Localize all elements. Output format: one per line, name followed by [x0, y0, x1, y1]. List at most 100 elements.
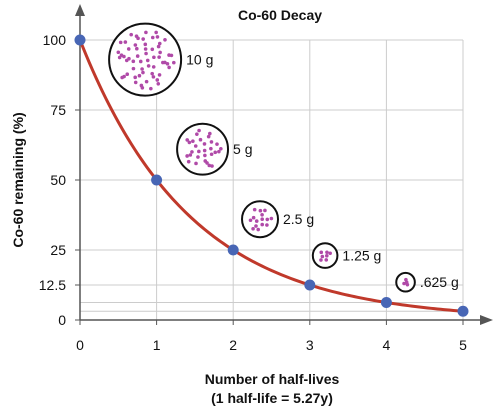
sample-dot — [217, 149, 221, 154]
sample-dot — [209, 146, 213, 151]
sample-dot — [260, 212, 264, 217]
sample-dot — [405, 282, 410, 287]
sample-dot — [263, 208, 267, 213]
sample-dot — [254, 219, 259, 223]
sample-dot — [156, 81, 161, 86]
sample-dot — [116, 50, 121, 55]
y-tick-label: 12.5 — [39, 277, 66, 293]
sample-dot — [125, 72, 130, 76]
sample-amount-label: 1.25 g — [342, 248, 381, 264]
sample-dot — [319, 258, 323, 262]
y-axis-label: Co-60 remaining (%) — [10, 112, 26, 247]
x-tick-label: 1 — [153, 337, 161, 353]
sample-dot — [194, 161, 198, 166]
sample-dot — [213, 150, 218, 155]
sample-dot — [143, 42, 148, 47]
y-tick-label: 100 — [43, 32, 67, 48]
sample-dot — [152, 55, 156, 60]
data-point — [151, 174, 163, 186]
sample-dot — [198, 137, 203, 142]
sample-dot — [210, 164, 214, 168]
sample-dot — [219, 147, 223, 151]
sample-dot — [126, 47, 131, 51]
chart-title: Co-60 Decay — [238, 7, 322, 23]
data-point — [380, 297, 392, 308]
sample-dot — [138, 59, 143, 64]
sample-dot — [202, 142, 207, 146]
sample-dot — [155, 78, 160, 82]
sample-dot — [131, 66, 136, 71]
sample-dot — [190, 150, 194, 154]
sample-dot — [209, 152, 214, 157]
sample-dot — [169, 53, 174, 58]
data-point — [227, 244, 239, 256]
sample-dot — [319, 250, 324, 255]
sample-amount-label: .625 g — [420, 274, 459, 290]
sample-dot — [207, 163, 212, 168]
sample-dot — [133, 80, 138, 85]
sample-dot — [404, 277, 408, 282]
data-point — [457, 305, 469, 317]
sample-dot — [129, 32, 134, 37]
sample-dot — [185, 154, 189, 158]
sample-dot — [258, 208, 263, 213]
sample-dot — [260, 217, 265, 222]
x-tick-label: 3 — [306, 337, 314, 353]
sample-dot — [324, 258, 329, 262]
data-point — [74, 34, 86, 46]
sample-dot — [133, 75, 137, 80]
x-tick-label: 5 — [459, 337, 467, 353]
y-tick-label: 0 — [58, 312, 66, 328]
sample-dot — [165, 61, 170, 66]
sample-dot — [118, 40, 123, 45]
sample-dot — [140, 85, 145, 90]
sample-dot — [269, 216, 274, 221]
sample-dot — [134, 34, 139, 38]
sample-dot — [131, 59, 136, 64]
sample-dot — [320, 254, 325, 259]
sample-dot — [117, 55, 122, 60]
sample-dot — [156, 44, 161, 49]
sample-dot — [328, 251, 332, 256]
sample-dot — [248, 218, 253, 223]
sample-dot — [202, 148, 207, 153]
y-tick-label: 25 — [50, 242, 66, 258]
sample-dot — [120, 75, 124, 80]
sample-amount-label: 2.5 g — [283, 211, 314, 227]
sample-dot — [402, 281, 406, 286]
sample-dot — [150, 47, 155, 52]
sample-dot — [197, 149, 201, 154]
sample-amount-label: 5 g — [233, 141, 252, 157]
y-tick-label: 75 — [50, 102, 66, 118]
sample-dot — [151, 75, 156, 79]
sample-dot — [144, 51, 148, 56]
sample-dot — [260, 222, 265, 227]
x-tick-label: 4 — [383, 337, 391, 353]
sample-dot — [141, 70, 145, 75]
x-axis-arrow — [480, 315, 493, 325]
sample-dot — [208, 131, 212, 136]
sample-dot — [143, 47, 148, 51]
sample-dot — [154, 30, 158, 35]
sample-dot — [163, 37, 167, 42]
axes — [75, 4, 493, 325]
sample-dot — [145, 58, 150, 63]
sample-dot — [215, 142, 219, 146]
sample-dot — [135, 46, 139, 51]
sample-dot — [186, 159, 191, 164]
sample-dot — [144, 79, 149, 84]
y-axis-arrow — [75, 4, 85, 16]
sample-dot — [150, 71, 154, 76]
sample-amount-label: 10 g — [186, 52, 213, 68]
grid — [80, 39, 464, 320]
sample-dot — [188, 153, 193, 157]
sample-dot — [144, 30, 148, 35]
sample-circles: 10 g 5 g 2.5 g 1.25 g .625 g — [108, 22, 459, 293]
sample-dot — [325, 250, 329, 255]
sample-dot — [193, 144, 198, 148]
sample-dot — [185, 138, 190, 142]
sample-dot — [135, 54, 140, 58]
sample-dot — [151, 65, 156, 69]
